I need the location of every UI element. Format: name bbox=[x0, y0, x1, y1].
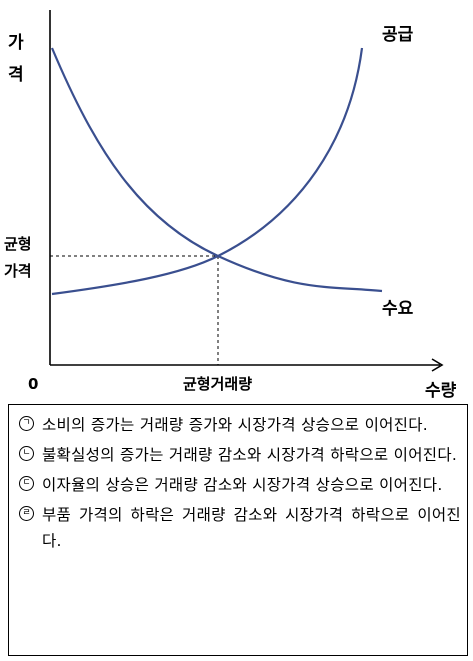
demand-curve bbox=[50, 47, 383, 293]
supply-demand-diagram: 가 격 공급 수요 균형 가격 균형거래량 0 수량 bbox=[4, 10, 457, 400]
statement-marker: ㄱ bbox=[19, 416, 34, 431]
statement-marker: ㄹ bbox=[19, 506, 34, 521]
statement-text: 부품 가격의 하락은 거래량 감소와 시장가격 하락으로 이어진다. bbox=[42, 506, 461, 550]
supply-curve bbox=[51, 47, 364, 296]
x-axis-title: 수량 bbox=[425, 381, 457, 400]
statements-box: ㄱ 소비의 증가는 거래량 증가와 시장가격 상승으로 이어진다. ㄴ 불확실성… bbox=[8, 404, 468, 656]
equilibrium-price-label-line-2: 가격 bbox=[4, 262, 32, 280]
statement-item: ㄷ 이자율의 상승은 거래량 감소와 시장가격 상승으로 이어진다. bbox=[17, 472, 461, 498]
statement-item: ㄴ 불확실성의 증가는 거래량 감소와 시장가격 하락으로 이어진다. bbox=[17, 442, 461, 468]
y-axis-title-char-2: 격 bbox=[8, 65, 24, 85]
statement-item: ㄹ 부품 가격의 하락은 거래량 감소와 시장가격 하락으로 이어진다. bbox=[17, 502, 461, 554]
statement-text: 소비의 증가는 거래량 증가와 시장가격 상승으로 이어진다. bbox=[42, 416, 429, 434]
statement-marker: ㄷ bbox=[19, 476, 34, 491]
supply-curve-label: 공급 bbox=[382, 25, 414, 45]
statement-marker: ㄴ bbox=[19, 446, 34, 461]
statement-item: ㄱ 소비의 증가는 거래량 증가와 시장가격 상승으로 이어진다. bbox=[17, 412, 461, 438]
y-axis-title-char-1: 가 bbox=[8, 33, 24, 53]
equilibrium-price-label-line-1: 균형 bbox=[4, 235, 32, 253]
origin-label: 0 bbox=[28, 375, 38, 393]
demand-curve-label: 수요 bbox=[382, 299, 414, 319]
statement-text: 불확실성의 증가는 거래량 감소와 시장가격 하락으로 이어진다. bbox=[42, 446, 458, 464]
statement-text: 이자율의 상승은 거래량 감소와 시장가격 상승으로 이어진다. bbox=[42, 476, 443, 494]
equilibrium-quantity-label: 균형거래량 bbox=[183, 375, 252, 393]
x-axis-arrowhead bbox=[431, 358, 444, 372]
